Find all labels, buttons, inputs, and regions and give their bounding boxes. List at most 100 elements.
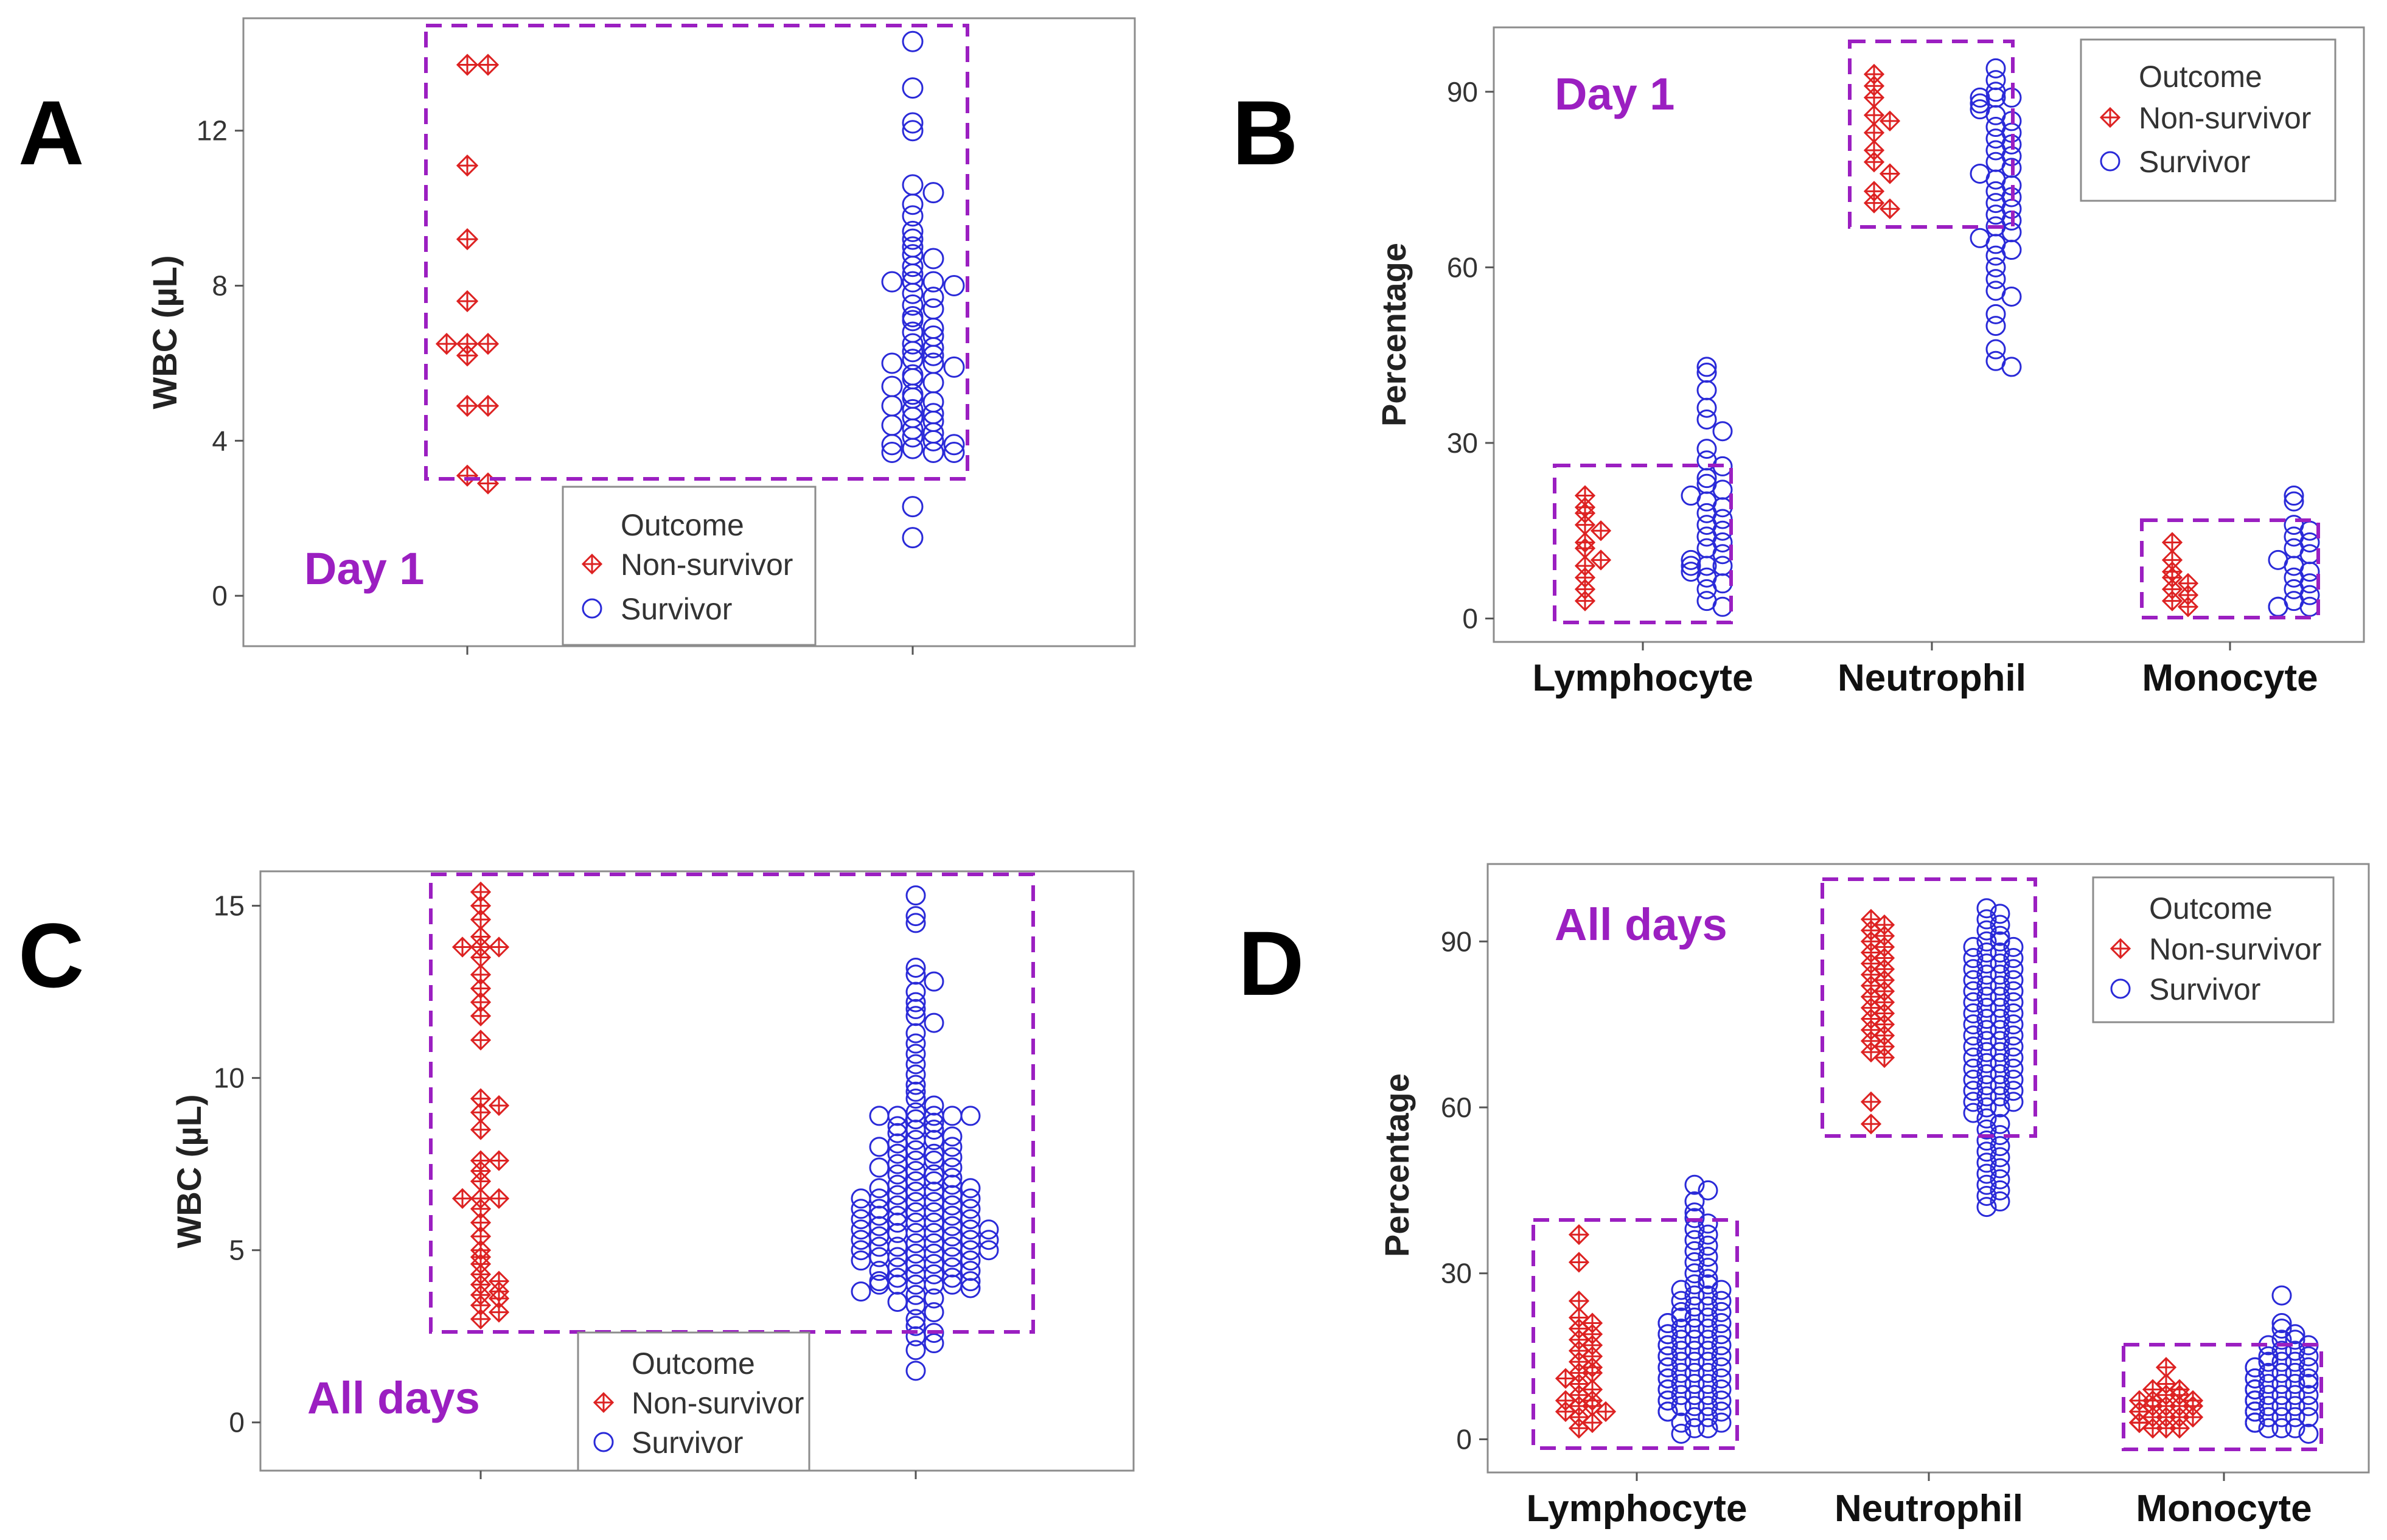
data-point-nonsurvivor <box>1568 1224 1590 1246</box>
data-point-survivor <box>2285 1396 2305 1416</box>
data-point-nonsurvivor <box>1863 192 1885 214</box>
data-point-survivor <box>887 1106 908 1126</box>
legend-marker-shape <box>2110 978 2131 999</box>
data-point-nonsurvivor <box>1873 1047 1895 1068</box>
legend-box-b <box>2080 38 2336 202</box>
legend-box-c <box>577 1331 810 1472</box>
data-point-survivor <box>1671 1301 1692 1322</box>
legend-marker-survivor-c <box>593 1432 614 1452</box>
data-point-survivor <box>1684 1241 1705 1261</box>
data-point-survivor <box>1711 1368 1732 1388</box>
data-point-survivor <box>1698 1258 1718 1278</box>
data-point-survivor <box>1963 1025 1984 1046</box>
legend-marker-shape <box>593 1432 614 1452</box>
points-c <box>451 881 999 1381</box>
data-point-survivor <box>905 1274 926 1295</box>
data-point-survivor <box>1696 397 1717 418</box>
data-point-survivor <box>902 228 924 250</box>
data-point-survivor <box>1696 357 1717 377</box>
annotation-day1-a: Day 1 <box>304 543 424 594</box>
data-point-survivor <box>851 1240 871 1261</box>
data-point-survivor <box>902 282 924 304</box>
legend-b: Outcome Non-survivor Survivor <box>2080 38 2336 202</box>
data-point-survivor <box>1990 1009 2010 1030</box>
data-point-survivor <box>1698 1269 1718 1289</box>
data-point-survivor <box>1657 1335 1678 1356</box>
data-point-survivor <box>2258 1385 2279 1406</box>
data-point-survivor <box>2285 1374 2305 1395</box>
data-point-survivor <box>1698 1246 1718 1267</box>
data-point-survivor <box>2298 1346 2319 1367</box>
data-point-survivor <box>1696 579 1717 599</box>
data-point-survivor <box>942 1195 963 1216</box>
data-point-nonsurvivor <box>2128 1412 2150 1434</box>
data-point-survivor <box>1976 1075 1997 1096</box>
data-point-survivor <box>1684 1407 1705 1427</box>
panel-letter-c: C <box>18 904 84 1006</box>
data-point-survivor <box>1684 1307 1705 1328</box>
data-point-nonsurvivor <box>451 936 473 958</box>
data-point-survivor <box>881 375 903 397</box>
data-point-survivor <box>1976 986 1997 1007</box>
data-point-survivor <box>1985 257 2006 277</box>
data-point-nonsurvivor <box>1590 520 1612 542</box>
data-point-survivor <box>1990 1097 2010 1118</box>
data-point-survivor <box>905 913 926 933</box>
data-point-survivor <box>887 1236 908 1257</box>
y-tick-label: 4 <box>212 425 228 456</box>
data-point-survivor <box>2298 1374 2319 1395</box>
data-point-survivor <box>905 1326 926 1347</box>
data-point-survivor <box>960 1219 981 1240</box>
data-point-survivor <box>905 1295 926 1315</box>
legend-marker-nonsurvivor-a <box>581 553 603 575</box>
data-point-survivor <box>2003 1047 2024 1068</box>
y-axis-label-c: WBC (µL) <box>170 1094 208 1248</box>
data-point-survivor <box>1698 1307 1718 1328</box>
data-point-survivor <box>924 1288 944 1309</box>
data-point-survivor <box>1976 975 1997 996</box>
data-point-survivor <box>1671 1307 1692 1328</box>
data-point-survivor <box>905 885 926 906</box>
data-point-survivor <box>2258 1396 2279 1416</box>
data-point-survivor <box>1976 997 1997 1018</box>
data-point-nonsurvivor <box>456 464 479 487</box>
data-point-survivor <box>905 1191 926 1212</box>
data-point-survivor <box>2245 1368 2265 1388</box>
data-point-survivor <box>1963 1014 1984 1035</box>
data-point-nonsurvivor <box>488 1301 510 1323</box>
legend-marker-nonsurvivor-d <box>2110 938 2131 960</box>
data-point-survivor <box>922 372 944 394</box>
data-point-survivor <box>1990 1086 2010 1107</box>
data-point-survivor <box>1990 964 2010 985</box>
y-tick-label: 0 <box>229 1407 245 1438</box>
y-tick-label: 5 <box>229 1235 245 1266</box>
data-point-survivor <box>887 1123 908 1143</box>
data-point-survivor <box>1657 1379 1678 1400</box>
data-point-survivor <box>960 1230 981 1250</box>
data-point-survivor <box>1698 1319 1718 1339</box>
data-point-survivor <box>1976 1020 1997 1040</box>
data-point-survivor <box>2271 1418 2292 1438</box>
data-point-survivor <box>905 1253 926 1274</box>
data-point-survivor <box>851 1250 871 1271</box>
data-point-survivor <box>1657 1324 1678 1345</box>
data-point-survivor <box>1711 1280 1732 1300</box>
data-point-survivor <box>1970 93 1990 114</box>
data-point-survivor <box>1698 1296 1718 1317</box>
legend-marker-survivor-d <box>2110 978 2131 999</box>
data-point-survivor <box>1711 1357 1732 1378</box>
data-point-survivor <box>905 998 926 1019</box>
data-point-survivor <box>2258 1407 2279 1427</box>
x-category-label: Neutrophil <box>1835 1488 2023 1530</box>
data-point-survivor <box>1990 1064 2010 1084</box>
data-point-survivor <box>978 1230 999 1250</box>
data-point-survivor <box>2271 1396 2292 1416</box>
data-point-survivor <box>942 1185 963 1205</box>
data-point-nonsurvivor <box>1581 1412 1603 1434</box>
legend-d: Outcome Non-survivor Survivor <box>2092 876 2335 1023</box>
data-point-survivor <box>943 441 965 463</box>
x-axis-b: Lymphocyte Neutrophil Monocyte <box>1533 642 2318 699</box>
data-point-survivor <box>905 1264 926 1284</box>
data-point-survivor <box>902 387 924 409</box>
data-point-survivor <box>1698 1385 1718 1406</box>
